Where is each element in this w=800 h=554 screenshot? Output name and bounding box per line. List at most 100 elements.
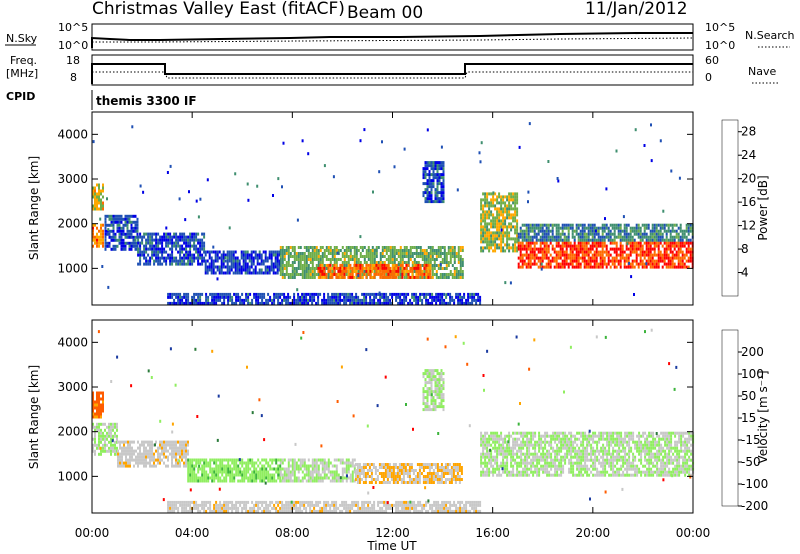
echo-cell	[233, 464, 236, 468]
echo-cell	[623, 235, 626, 239]
echo-cell	[408, 463, 411, 466]
echo-cell	[427, 263, 430, 267]
echo-cell	[151, 241, 154, 245]
echo-cell	[189, 301, 192, 305]
echo-cell	[189, 244, 192, 248]
echo-cell	[457, 252, 460, 255]
echo-cell	[122, 226, 125, 230]
echo-cell	[635, 226, 638, 230]
echo-cell	[561, 253, 564, 257]
echo-cell	[327, 258, 330, 261]
echo-cell	[181, 458, 183, 462]
echo-cell	[669, 247, 672, 251]
echo-cell	[92, 394, 94, 398]
echo-cell	[219, 458, 222, 462]
echo-cell	[599, 241, 602, 245]
echo-cell	[129, 458, 131, 462]
echo-cell	[128, 220, 131, 224]
echo-cell	[545, 229, 548, 233]
echo-cell	[161, 446, 163, 450]
echo-cell	[488, 204, 491, 208]
echo-cell	[211, 467, 214, 471]
echo-cell	[488, 249, 491, 253]
echo-cell	[335, 295, 338, 299]
echo-cell	[510, 237, 513, 241]
echo-cell	[535, 232, 538, 236]
echo-cell	[529, 226, 532, 230]
echo-cell	[240, 268, 243, 272]
echo-cell	[118, 241, 121, 245]
echo-cell	[112, 217, 115, 221]
echo-cell	[335, 272, 338, 276]
echo-cell	[163, 446, 165, 450]
echo-cell	[496, 234, 499, 238]
echo-cell	[436, 191, 439, 195]
echo-cell	[203, 458, 206, 462]
echo-region	[480, 192, 519, 253]
echo-cell	[585, 226, 588, 230]
echo-cell	[639, 247, 642, 251]
echo-cell	[207, 295, 210, 299]
echo-cell	[539, 250, 542, 254]
echo-cell	[426, 191, 429, 195]
echo-cell	[617, 259, 620, 263]
echo-cell	[643, 253, 646, 257]
echo-cell	[577, 238, 580, 242]
echo-cell	[179, 461, 181, 465]
echo-cell	[492, 234, 495, 238]
echo-cell	[455, 267, 458, 270]
echo-cell	[193, 232, 196, 236]
echo-cell	[147, 247, 150, 251]
echo-cell	[433, 295, 436, 299]
echo-cell	[401, 252, 404, 255]
echo-cell	[133, 449, 135, 453]
echo-cell	[376, 475, 379, 478]
echo-cell	[189, 458, 192, 462]
echo-cell	[655, 238, 658, 242]
echo-cell	[335, 266, 338, 270]
echo-cell	[191, 467, 194, 471]
echo-cell	[442, 179, 445, 183]
echo-cell	[289, 464, 292, 468]
echo-cell	[336, 251, 339, 255]
echo-cell	[187, 440, 189, 444]
echo-cell	[669, 229, 672, 233]
echo-cell	[229, 473, 232, 477]
echo-cell	[405, 252, 408, 255]
echo-cell	[285, 270, 288, 273]
echo-cell	[389, 298, 392, 302]
echo-cell	[392, 463, 395, 466]
echo-cell	[268, 253, 271, 257]
echo-cell	[589, 256, 592, 260]
echo-cell	[92, 425, 94, 429]
echo-cell	[230, 259, 233, 263]
echo-cell	[243, 298, 246, 302]
echo-cell	[551, 247, 554, 251]
echo-cell	[305, 255, 308, 258]
echo-cell	[343, 272, 346, 276]
echo-cell	[250, 265, 253, 269]
echo-cell	[119, 443, 121, 447]
echo-cell	[403, 301, 406, 305]
echo-cell	[569, 244, 572, 248]
echo-cell	[155, 235, 158, 239]
echo-cell	[293, 298, 296, 302]
echo-cell	[256, 256, 259, 260]
echo-cell	[305, 464, 308, 468]
echo-cell	[173, 440, 175, 444]
echo-cell	[441, 298, 444, 302]
echo-cell	[201, 241, 204, 245]
echo-cell	[567, 226, 570, 230]
echo-cell	[295, 476, 298, 480]
echo-cell	[347, 255, 350, 258]
echo-cell	[305, 261, 308, 264]
echo-cell	[386, 463, 389, 466]
echo-cell	[494, 231, 497, 235]
echo-cell	[583, 238, 586, 242]
echo-cell	[376, 478, 379, 481]
echo-cell	[104, 241, 107, 245]
echo-cell	[195, 244, 198, 248]
echo-cell	[287, 470, 290, 474]
echo-cell	[267, 298, 270, 302]
echo-cell	[498, 225, 501, 229]
